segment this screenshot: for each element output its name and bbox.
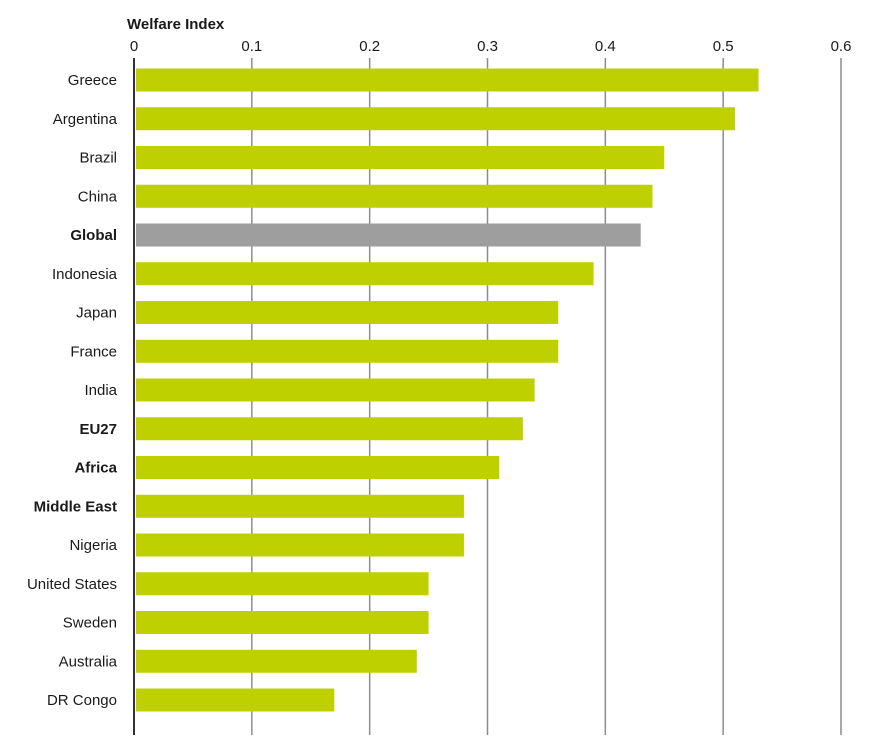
category-label: EU27 [79, 421, 117, 438]
bar [136, 456, 500, 479]
category-label: Global [70, 227, 117, 244]
category-label: Greece [68, 72, 117, 89]
x-tick-label: 0 [130, 38, 138, 55]
bar [136, 223, 641, 247]
category-label: Japan [76, 305, 117, 322]
category-label: Indonesia [52, 266, 118, 283]
category-label: Sweden [63, 615, 117, 632]
bar [136, 107, 735, 131]
category-label: Middle East [34, 498, 117, 515]
bar [136, 572, 429, 596]
bar [136, 688, 335, 712]
category-label: DR Congo [47, 692, 117, 709]
bar [136, 611, 429, 634]
x-tick-label: 0.3 [477, 38, 498, 55]
x-tick-label: 0.4 [595, 38, 616, 55]
bar [136, 184, 653, 208]
bar [136, 649, 417, 673]
x-tick-labels: 0 0.1 0.2 0.3 0.4 0.5 0.6 [130, 38, 852, 55]
bar [136, 494, 464, 518]
category-label: United States [27, 576, 117, 593]
bar [136, 378, 535, 402]
x-tick-label: 0.6 [831, 38, 852, 55]
category-label: France [70, 343, 117, 360]
bar [136, 68, 759, 92]
category-label: Nigeria [69, 537, 117, 554]
x-axis-title: Welfare Index [127, 16, 225, 33]
bar [136, 417, 523, 441]
x-tick-label: 0.5 [713, 38, 734, 55]
category-label: Brazil [79, 150, 117, 167]
bar [136, 301, 559, 324]
category-label: India [84, 382, 117, 399]
bar [136, 533, 464, 557]
bar [136, 146, 665, 169]
category-label: Africa [74, 460, 117, 477]
category-label: China [78, 188, 118, 205]
category-label: Australia [59, 653, 118, 670]
category-labels: Greece Argentina Brazil China Global Indonesi… [27, 72, 118, 709]
bars [136, 68, 759, 712]
x-tick-label: 0.1 [241, 38, 262, 55]
bar [136, 262, 594, 286]
category-label: Argentina [53, 111, 118, 128]
x-tick-label: 0.2 [359, 38, 380, 55]
bar [136, 339, 559, 363]
